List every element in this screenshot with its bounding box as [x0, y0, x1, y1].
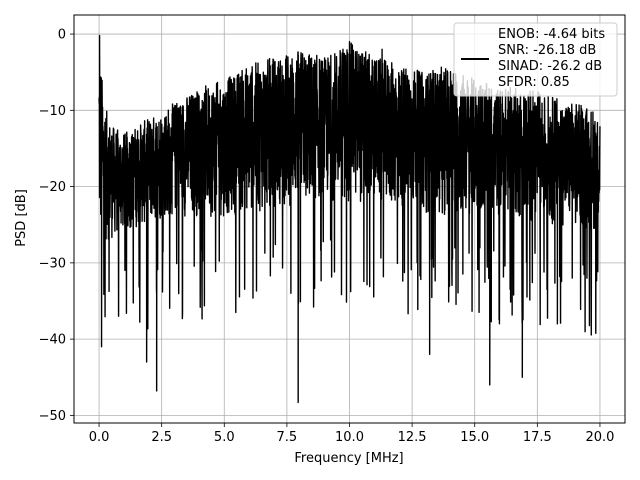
x-tick-label: 7.5	[277, 430, 298, 445]
legend-entry-sinad: SINAD: -26.2 dB	[498, 59, 602, 74]
x-tick-label: 12.5	[398, 430, 427, 445]
x-tick-label: 20.0	[585, 430, 614, 445]
y-tick-label: −50	[39, 409, 66, 424]
psd-series	[98, 34, 601, 404]
x-tick-label: 17.5	[523, 430, 552, 445]
y-tick-label: −40	[39, 333, 66, 348]
y-tick-label: −20	[39, 180, 66, 195]
psd-line	[98, 34, 601, 404]
x-tick-label: 15.0	[460, 430, 489, 445]
x-axis-label: Frequency [MHz]	[294, 451, 403, 466]
y-tick-label: −30	[39, 256, 66, 271]
x-tick-label: 0.0	[89, 430, 110, 445]
x-tick-label: 10.0	[335, 430, 364, 445]
legend: ENOB: -4.64 bits SNR: -26.18 dB SINAD: -…	[453, 22, 618, 97]
y-tick-label: 0	[58, 28, 66, 43]
legend-entry-enob: ENOB: -4.64 bits	[498, 27, 605, 42]
x-tick-label: 2.5	[151, 430, 172, 445]
x-tick-label: 5.0	[214, 430, 235, 445]
y-axis-label: PSD [dB]	[14, 189, 29, 247]
y-tick-label: −10	[39, 104, 66, 119]
legend-entry-sfdr: SFDR: 0.85	[498, 75, 570, 90]
legend-box	[453, 22, 618, 97]
legend-entry-snr: SNR: -26.18 dB	[498, 43, 596, 58]
ticks: 0.0 2.5 5.0 7.5 10.0 12.5 15.0 17.5 20.0 0 −10 −20 −…	[39, 28, 615, 445]
